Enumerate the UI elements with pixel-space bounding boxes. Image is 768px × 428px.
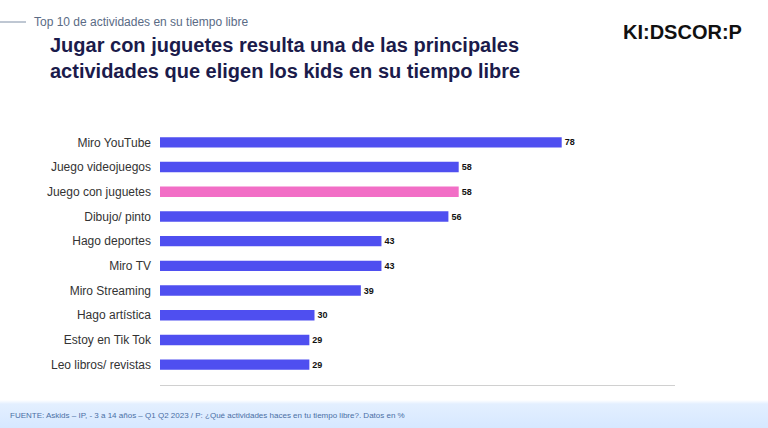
- svg-text:Juego videojuegos: Juego videojuegos: [51, 160, 151, 174]
- svg-text:58: 58: [462, 162, 472, 172]
- svg-text:Miro YouTube: Miro YouTube: [77, 136, 151, 150]
- svg-text:Miro Streaming: Miro Streaming: [70, 284, 151, 298]
- svg-text:29: 29: [312, 335, 322, 345]
- svg-text:Juego con juguetes: Juego con juguetes: [47, 185, 151, 199]
- svg-text:Top 10 de actividades en su ti: Top 10 de actividades en su tiempo libre: [34, 15, 248, 29]
- svg-text:56: 56: [451, 212, 461, 222]
- svg-text:Jugar con juguetes resulta una: Jugar con juguetes resulta una de las pr…: [50, 34, 520, 82]
- svg-text:43: 43: [384, 236, 394, 246]
- svg-text:43: 43: [384, 261, 394, 271]
- svg-text:Hago artística: Hago artística: [77, 308, 151, 322]
- svg-text:30: 30: [318, 310, 328, 320]
- svg-text:39: 39: [364, 286, 374, 296]
- svg-text:FUENTE: Askids – IP, - 3 a 14: FUENTE: Askids – IP, - 3 a 14 años – Q1 …: [10, 411, 405, 420]
- svg-text:78: 78: [565, 137, 575, 147]
- svg-text:Estoy en Tik Tok: Estoy en Tik Tok: [64, 333, 152, 347]
- svg-text:Hago deportes: Hago deportes: [72, 234, 151, 248]
- svg-text:29: 29: [312, 360, 322, 370]
- svg-text:KI:DSCOR:P: KI:DSCOR:P: [623, 21, 742, 43]
- svg-text:Miro TV: Miro TV: [109, 259, 151, 273]
- svg-text:Leo libros/ revistas: Leo libros/ revistas: [51, 358, 151, 372]
- svg-text:Dibujo/ pinto: Dibujo/ pinto: [84, 210, 151, 224]
- svg-text:58: 58: [462, 187, 472, 197]
